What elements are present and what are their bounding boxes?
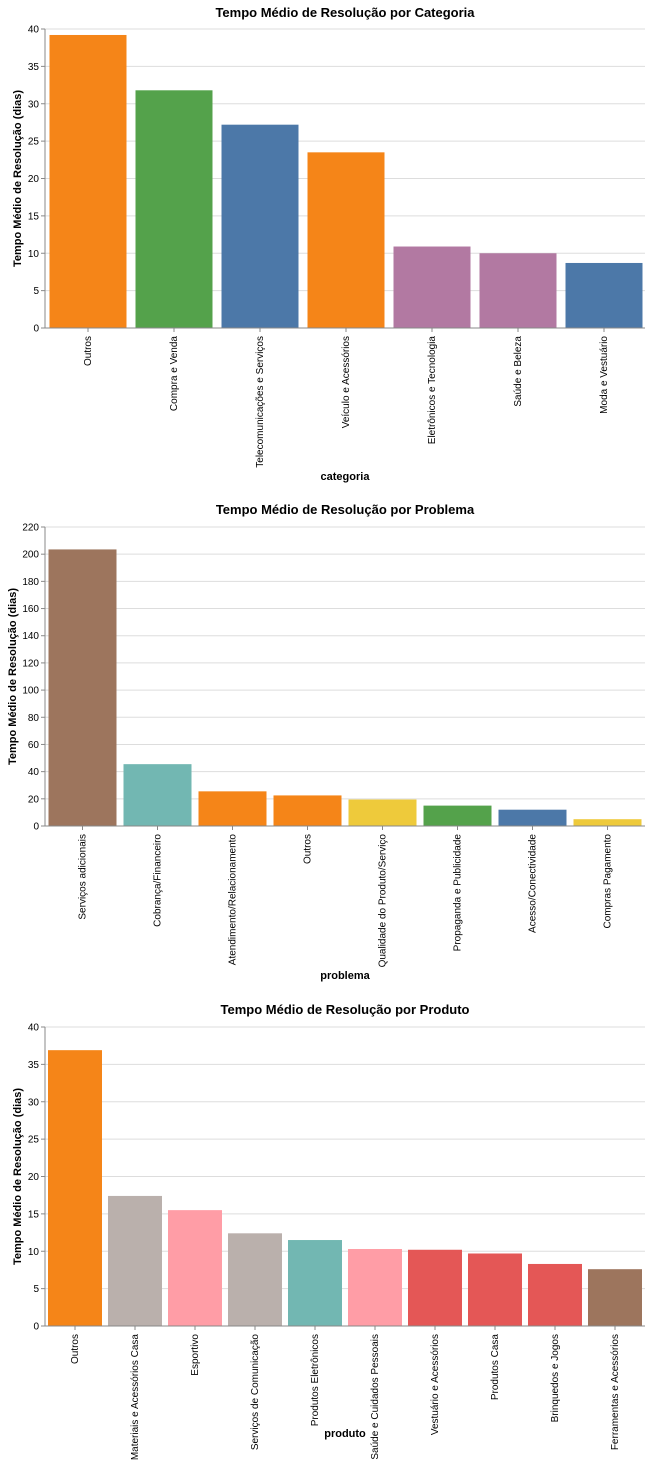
chart-3: Tempo Médio de Resolução por Produto 0 5 10… xyxy=(12,1002,645,1460)
x-tick-label: Telecomunicações e Serviços xyxy=(255,336,266,468)
y-tick-label: 140 xyxy=(22,631,39,642)
y-tick-label: 0 xyxy=(33,822,39,833)
y-tick-label: 15 xyxy=(28,211,40,222)
y-tick-label: 5 xyxy=(33,286,39,297)
x-tick-label: Qualidade do Produto/Serviço xyxy=(378,834,389,968)
y-tick-label: 35 xyxy=(28,62,40,73)
bar-8 xyxy=(573,819,642,826)
y-tick-label: 35 xyxy=(28,1060,40,1071)
bar-4 xyxy=(228,1233,282,1326)
bar-6 xyxy=(348,1249,402,1326)
x-tick-label: Eletrônicos e Tecnologia xyxy=(427,336,438,445)
x-tick-label: Saúde e Beleza xyxy=(513,336,524,407)
y-tick-label: 100 xyxy=(22,686,39,697)
y-tick-label: 20 xyxy=(28,794,40,805)
y-tick-label: 200 xyxy=(22,550,39,561)
y-tick-label: 30 xyxy=(28,99,40,110)
y-tick-label: 25 xyxy=(28,137,40,148)
y-tick-label: 30 xyxy=(28,1097,40,1108)
x-tick-label: Esportivo xyxy=(190,1334,201,1376)
chart-2: Tempo Médio de Resolução por Problema 0 20… xyxy=(7,502,645,982)
bar-7 xyxy=(408,1249,462,1326)
y-axis-label: Tempo Médio de Resolução (dias) xyxy=(12,90,24,267)
bar-2 xyxy=(108,1195,162,1326)
bar-4 xyxy=(273,795,342,826)
x-tick-label: Veículo e Acessórios xyxy=(341,336,352,428)
x-tick-label: Serviços de Comunicação xyxy=(250,1334,261,1451)
x-axis-label: problema xyxy=(320,970,370,982)
y-tick-label: 0 xyxy=(33,324,39,335)
bar-10 xyxy=(588,1269,642,1326)
x-axis-label: produto xyxy=(324,1428,366,1440)
bar-1 xyxy=(48,549,117,826)
bar-6 xyxy=(423,805,492,826)
x-tick-label: Brinquedos e Jogos xyxy=(550,1334,561,1422)
y-tick-label: 120 xyxy=(22,658,39,669)
x-tick-label: Propaganda e Publicidade xyxy=(453,834,464,952)
bar-5 xyxy=(348,799,417,826)
y-tick-label: 25 xyxy=(28,1135,40,1146)
bar-3 xyxy=(198,791,267,826)
y-tick-label: 40 xyxy=(28,1023,40,1034)
y-tick-label: 5 xyxy=(33,1284,39,1295)
chart-title: Tempo Médio de Resolução por Categoria xyxy=(215,5,475,20)
chart-title: Tempo Médio de Resolução por Produto xyxy=(221,1002,470,1017)
bar-7 xyxy=(565,262,643,328)
y-tick-label: 10 xyxy=(28,1247,40,1258)
y-tick-label: 80 xyxy=(28,713,40,724)
bar-3 xyxy=(221,124,299,329)
y-tick-label: 15 xyxy=(28,1209,40,1220)
bar-3 xyxy=(168,1210,222,1326)
y-tick-label: 160 xyxy=(22,604,39,615)
x-tick-label: Outros xyxy=(83,336,94,366)
y-tick-label: 10 xyxy=(28,249,40,260)
bar-5 xyxy=(288,1240,342,1326)
y-axis-label: Tempo Médio de Resolução (dias) xyxy=(12,1088,24,1265)
y-tick-label: 40 xyxy=(28,25,40,36)
chart-1: Tempo Médio de Resolução por Categoria 0 5… xyxy=(12,5,645,483)
bar-2 xyxy=(123,764,192,826)
bar-8 xyxy=(468,1253,522,1326)
x-tick-label: Compras Pagamento xyxy=(603,834,614,929)
y-tick-label: 180 xyxy=(22,577,39,588)
bar-2 xyxy=(135,90,213,328)
bar-4 xyxy=(307,152,385,328)
y-tick-label: 220 xyxy=(22,523,39,534)
x-tick-label: Saúde e Cuidados Pessoais xyxy=(370,1334,381,1460)
bar-1 xyxy=(48,1050,102,1326)
bar-9 xyxy=(528,1263,582,1326)
x-tick-label: Ferramentas e Acessórios xyxy=(610,1334,621,1450)
bar-6 xyxy=(479,253,557,328)
x-tick-label: Serviços adicionais xyxy=(78,834,89,920)
y-tick-label: 40 xyxy=(28,767,40,778)
x-tick-label: Materiais e Acessórios Casa xyxy=(130,1334,141,1461)
x-axis-label: categoria xyxy=(321,471,371,483)
y-tick-label: 60 xyxy=(28,740,40,751)
bar-5 xyxy=(393,246,471,328)
y-tick-label: 0 xyxy=(33,1322,39,1333)
x-tick-label: Atendimento/Relacionamento xyxy=(228,834,239,966)
bar-7 xyxy=(498,809,567,826)
x-tick-label: Produtos Eletrônicos xyxy=(310,1334,321,1426)
x-tick-label: Compra e Venda xyxy=(169,336,180,411)
y-tick-label: 20 xyxy=(28,1172,40,1183)
x-tick-label: Produtos Casa xyxy=(490,1334,501,1401)
y-tick-label: 20 xyxy=(28,174,40,185)
bar-1 xyxy=(49,34,127,328)
chart-title: Tempo Médio de Resolução por Problema xyxy=(216,502,475,517)
x-tick-label: Acesso/Conectividade xyxy=(528,834,539,933)
x-tick-label: Vestuário e Acessórios xyxy=(430,1334,441,1435)
x-tick-label: Moda e Vestuário xyxy=(599,336,610,414)
x-tick-label: Outros xyxy=(70,1334,81,1364)
y-axis-label: Tempo Médio de Resolução (dias) xyxy=(7,588,19,765)
x-tick-label: Outros xyxy=(303,834,314,864)
x-tick-label: Cobrança/Financeiro xyxy=(153,834,164,927)
